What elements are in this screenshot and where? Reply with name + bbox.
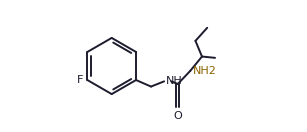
Text: NH: NH	[166, 76, 183, 86]
Text: NH2: NH2	[193, 66, 217, 76]
Text: O: O	[173, 111, 182, 121]
Text: F: F	[77, 75, 84, 85]
